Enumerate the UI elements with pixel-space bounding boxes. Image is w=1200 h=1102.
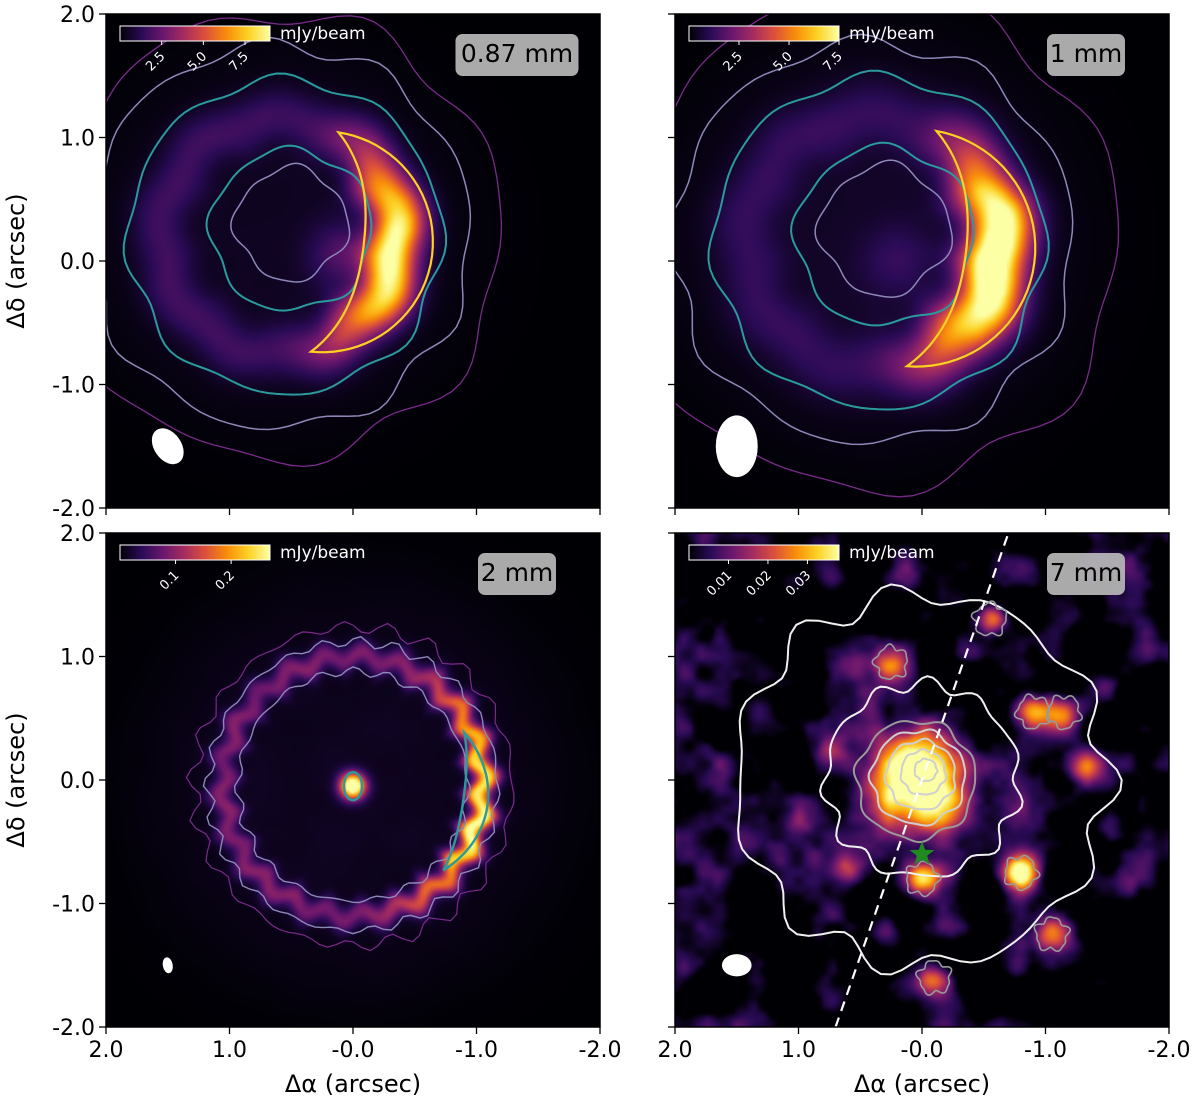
contour-layer <box>737 533 1123 1027</box>
colorbar-label: mJy/beam <box>280 24 366 44</box>
contour-clump <box>914 960 953 996</box>
contour-lavender-inner <box>230 162 351 283</box>
contour-teal-inner <box>205 144 373 312</box>
x-tick-label: -0.0 <box>901 1038 944 1063</box>
y-tick-label: 2.0 <box>60 3 95 28</box>
contour-layer <box>675 14 1120 498</box>
x-tick-label: 2.0 <box>89 1038 124 1063</box>
y-tick-label: 1.0 <box>60 127 95 152</box>
contour-teal-arc <box>442 728 490 872</box>
contour-lavender-inner <box>233 666 472 904</box>
contour-lavender-outer <box>106 36 472 431</box>
contour-clump <box>1033 916 1071 952</box>
contour-clump <box>1003 854 1041 892</box>
x-tick-label: -0.0 <box>332 1038 375 1063</box>
y-tick-label: -2.0 <box>52 497 95 522</box>
y-tick-label: 0.0 <box>60 250 95 275</box>
x-tick-label: 1.0 <box>212 1038 247 1063</box>
contour-lavender-inner <box>814 159 954 298</box>
contour-yellow-crescent <box>903 129 1037 368</box>
beam-ellipse <box>162 957 173 974</box>
x-tick-label: -2.0 <box>579 1038 622 1063</box>
contour-center-1 <box>852 720 977 844</box>
contour-ring-inner <box>819 675 1024 878</box>
y-tick-label: -1.0 <box>52 374 95 399</box>
contour-center-source <box>342 770 364 802</box>
colorbar-label: mJy/beam <box>849 543 935 563</box>
contour-teal-outer <box>122 72 448 396</box>
x-tick-label: -1.0 <box>1024 1038 1067 1063</box>
wavelength-badge <box>478 553 556 595</box>
y-axis-label: Δδ (arcsec) <box>2 712 30 847</box>
x-axis-label: Δα (arcsec) <box>854 1070 990 1098</box>
beam-ellipse <box>721 954 752 977</box>
contour-yellow-crescent <box>307 130 434 354</box>
colorbar-label: mJy/beam <box>849 24 935 44</box>
wavelength-badge <box>1047 553 1125 595</box>
colorbar <box>688 544 840 561</box>
dashed-axis-line <box>834 533 1010 1027</box>
colorbar <box>119 25 271 42</box>
wavelength-label: 1 mm <box>1050 39 1123 68</box>
wavelength-label: 2 mm <box>481 558 554 587</box>
contour-ring-outer <box>737 583 1123 976</box>
contour-center-2 <box>867 728 967 827</box>
colorbar-label: mJy/beam <box>280 543 366 563</box>
x-tick-label: -1.0 <box>455 1038 498 1063</box>
contour-teal-inner <box>790 141 975 327</box>
y-tick-label: 1.0 <box>60 646 95 671</box>
contour-clump <box>1013 693 1051 730</box>
beam-ellipse <box>715 415 758 478</box>
intensity-map <box>106 533 600 1027</box>
wavelength-label: 0.87 mm <box>461 39 573 68</box>
beam-ellipse <box>151 428 184 465</box>
contour-center-5 <box>913 757 939 783</box>
contour-lavender-outer <box>675 33 1074 446</box>
y-axis-label: Δδ (arcsec) <box>2 193 30 328</box>
x-tick-label: 2.0 <box>658 1038 693 1063</box>
y-tick-label: -2.0 <box>52 1016 95 1041</box>
star-icon <box>909 841 935 865</box>
y-tick-label: 0.0 <box>60 769 95 794</box>
contour-clump <box>1045 694 1084 731</box>
intensity-map <box>106 14 600 508</box>
x-axis-label: Δα (arcsec) <box>285 1070 421 1098</box>
y-tick-label: 2.0 <box>60 522 95 547</box>
contour-clump <box>905 860 942 898</box>
contour-lavender-outer <box>202 635 501 935</box>
y-tick-label: -1.0 <box>52 893 95 918</box>
colorbar <box>119 544 271 561</box>
x-tick-label: -2.0 <box>1148 1038 1191 1063</box>
contour-center-4 <box>899 747 948 796</box>
contour-outer-purple <box>185 620 515 952</box>
contour-center-3 <box>883 737 957 811</box>
wavelength-badge <box>455 34 579 76</box>
colorbar <box>688 25 840 42</box>
contour-layer <box>185 620 515 952</box>
intensity-map <box>675 14 1169 508</box>
wavelength-label: 7 mm <box>1050 558 1123 587</box>
x-tick-label: 1.0 <box>781 1038 816 1063</box>
contour-clump <box>871 643 908 681</box>
wavelength-badge <box>1047 34 1125 76</box>
contour-teal-outer <box>707 69 1050 411</box>
